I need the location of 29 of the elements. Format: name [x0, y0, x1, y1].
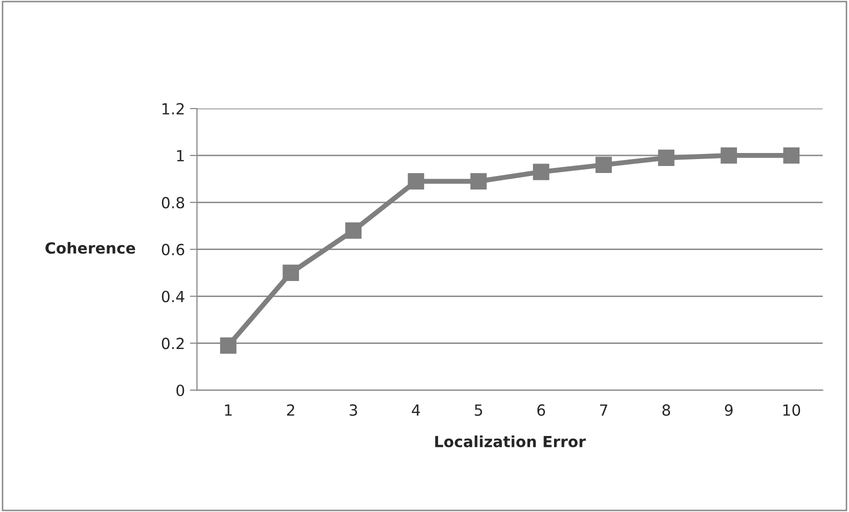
point	[532, 164, 550, 180]
x-tick-label: 10	[783, 404, 800, 416]
x-tick-label: 2	[287, 404, 294, 416]
x-tick-label: 6	[537, 404, 546, 416]
x-tick-label: 4	[412, 404, 420, 416]
y-tick-label: 0.2	[162, 338, 184, 350]
y-tick-label: 0.6	[162, 244, 184, 256]
point	[282, 264, 299, 281]
point	[658, 150, 674, 166]
point	[220, 337, 236, 354]
point	[720, 147, 737, 164]
x-tick-label: 9	[724, 404, 733, 416]
point	[596, 156, 612, 174]
x-tick-label: 7	[600, 404, 608, 416]
y-axis-title: Coherence	[45, 242, 136, 254]
y-tick-label: 1	[177, 150, 184, 162]
point	[408, 173, 424, 190]
x-axis-title: Localization Error	[435, 435, 586, 448]
y-tick-label: 1.2	[162, 103, 184, 114]
x-tick-label: 8	[662, 404, 670, 416]
x-tick-label: 3	[350, 404, 358, 416]
point	[470, 173, 487, 190]
x-tick-label: 5	[474, 404, 482, 416]
y-tick-label: 0.8	[162, 196, 184, 208]
y-tick-label: 0	[176, 384, 184, 396]
point	[783, 147, 800, 164]
x-tick-label: 1	[225, 404, 232, 416]
point	[345, 222, 362, 239]
y-tick-label: 0.4	[162, 290, 184, 302]
